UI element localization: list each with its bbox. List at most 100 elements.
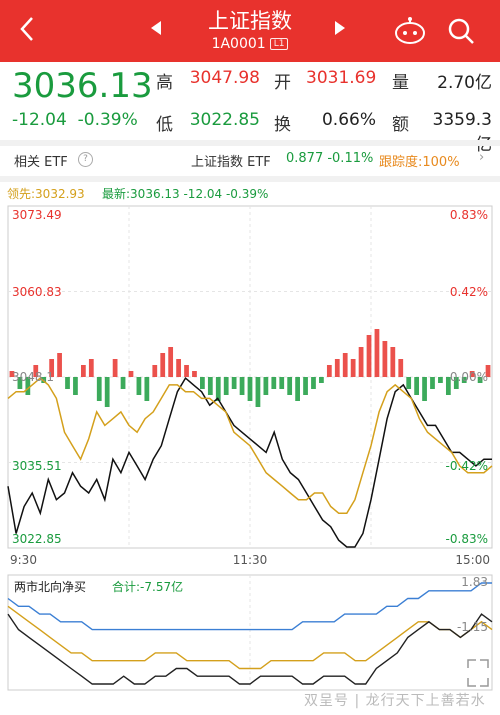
volume-bar (239, 377, 245, 395)
volume-bar (366, 335, 372, 377)
volume-bar (374, 329, 380, 377)
open-value: 3031.69 (306, 68, 377, 88)
volume-bar (295, 377, 300, 401)
change-value: -12.04 (12, 110, 67, 130)
volume-bar (9, 371, 15, 377)
y-label-left: 3060.83 (12, 285, 62, 299)
next-icon[interactable] (334, 20, 346, 40)
volume-bar (160, 353, 166, 377)
high-value: 3047.98 (189, 68, 260, 88)
x-label: 11:30 (233, 553, 268, 567)
volume-bar (200, 377, 205, 389)
volume-bar (176, 359, 181, 377)
watermark: 双呈号 | 龙行天下上善若水 (304, 693, 486, 709)
volume-bar (247, 377, 253, 401)
etf-value: 0.877 -0.11% (286, 151, 374, 166)
volume-bar (271, 377, 277, 389)
volume-bar (326, 365, 332, 377)
divider (0, 140, 500, 146)
level-badge: L1 (269, 38, 289, 50)
change-percent: -0.39% (77, 110, 138, 130)
back-icon[interactable] (18, 14, 38, 48)
low-value: 3022.85 (189, 110, 260, 130)
volume-bar (25, 377, 31, 395)
north-summary: 合计:-7.57亿 (112, 579, 183, 594)
volume-bar (65, 377, 70, 389)
fullscreen-icon (467, 659, 489, 687)
volume-bar (33, 365, 39, 377)
volume-bar (279, 377, 285, 389)
volume-bar (152, 365, 158, 377)
amount-label: 额 (392, 115, 409, 135)
app-header: 上证指数 1A0001 L1 (0, 0, 500, 62)
current-price: 3036.13 (12, 66, 153, 106)
volume-bar (334, 359, 340, 377)
volume-bar (390, 347, 396, 377)
prev-icon[interactable] (150, 20, 162, 40)
y-label-right: 0.42% (450, 285, 488, 299)
x-label: 9:30 (10, 553, 37, 567)
volume-bar (231, 377, 237, 389)
volume-bar (350, 359, 356, 377)
volume-bar (17, 377, 23, 389)
north-y-label: 1.83 (461, 575, 488, 589)
volume-bar (438, 377, 443, 383)
volume-bar (136, 377, 142, 395)
volume-bar (215, 377, 221, 401)
volume-bar (112, 359, 118, 377)
volume-bar (144, 377, 150, 401)
page-title: 上证指数 (208, 9, 292, 33)
north-series-line-1 (7, 605, 493, 670)
etf-label: 相关 ETF (14, 155, 68, 170)
latest-indicator: 最新:3036.13 -12.04 -0.39% (102, 187, 269, 201)
volume-bar (398, 359, 404, 377)
volume-bar (73, 377, 78, 395)
y-label-right: -0.42% (446, 459, 488, 473)
volume-value: 2.70亿 (437, 73, 492, 93)
open-label: 开 (274, 73, 291, 93)
north-title: 两市北向净买 (14, 579, 86, 594)
help-icon[interactable]: ? (78, 152, 93, 167)
volume-bar (207, 377, 213, 395)
volume-label: 量 (392, 73, 409, 93)
code-text: 1A0001 (211, 36, 266, 52)
volume-bar (311, 377, 316, 389)
volume-bar (358, 347, 364, 377)
volume-bar (263, 377, 269, 395)
volume-bar (49, 359, 55, 377)
lead-indicator: 领先:3032.93 (7, 187, 85, 201)
north-series-line-0 (7, 582, 492, 631)
high-label: 高 (156, 73, 173, 93)
volume-bar (223, 377, 229, 395)
chevron-right-icon[interactable]: › (479, 150, 485, 165)
volume-bar (57, 353, 62, 377)
volume-bar (453, 377, 459, 389)
volume-bar (104, 377, 110, 407)
volume-bar (41, 377, 47, 383)
volume-bar (80, 365, 86, 377)
search-icon[interactable] (447, 17, 475, 49)
volume-bar (287, 377, 293, 395)
volume-bar (469, 371, 475, 377)
volume-bar (120, 377, 126, 389)
price-change: -12.04 -0.39% (12, 110, 138, 130)
volume-bar (192, 371, 197, 377)
etf-tracking: 跟踪度:100% (379, 155, 460, 170)
y-label-right: -0.83% (446, 532, 488, 546)
volume-bar (319, 377, 324, 383)
volume-bar (414, 377, 420, 395)
related-etf-row[interactable]: 相关 ETF ? 上证指数 ETF 0.877 -0.11% 跟踪度:100% … (0, 146, 500, 176)
quote-panel: 3036.13 -12.04 -0.39% 高 3047.98 开 3031.6… (0, 62, 500, 155)
chart-legend: 领先:3032.93 最新:3036.13 -12.04 -0.39% (0, 182, 500, 202)
robot-icon[interactable] (393, 17, 427, 49)
volume-bar (477, 377, 483, 383)
volume-bar (445, 377, 451, 395)
y-label-left: 3048.1 (12, 370, 54, 384)
y-label-left: 3022.85 (12, 532, 62, 546)
series-line-1 (7, 377, 493, 514)
etf-name: 上证指数 ETF (191, 155, 271, 170)
volume-bar (128, 371, 134, 377)
y-label-left: 3073.49 (12, 208, 62, 222)
x-label: 15:00 (455, 553, 490, 567)
